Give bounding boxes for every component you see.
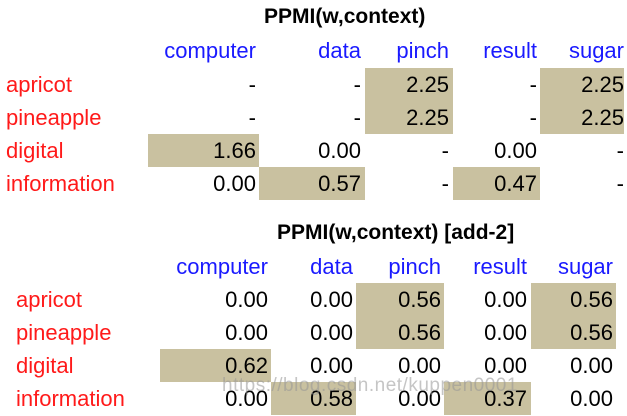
cell-digital-data: 0.00 (310, 353, 353, 378)
table1-title: PPMI(w,context) (264, 5, 426, 28)
cell-information-data: 0.58 (310, 386, 353, 411)
cell-pineapple-result: - (529, 105, 537, 130)
cell-pineapple-data: 0.00 (310, 320, 353, 345)
cell-information-pinch: 0.00 (398, 386, 441, 411)
shaded-cell-bg (259, 167, 365, 200)
shaded-cell-bg (540, 68, 624, 101)
row-header-pineapple: pineapple (6, 105, 102, 130)
column-header-pinch: pinch (396, 38, 449, 63)
cell-pineapple-pinch: 2.25 (406, 105, 449, 130)
column-header-result: result (473, 254, 527, 279)
cell-apricot-sugar: 2.25 (581, 72, 624, 97)
shaded-cell-bg (531, 283, 616, 316)
cell-apricot-computer: 0.00 (225, 287, 268, 312)
cell-digital-pinch: 0.00 (398, 353, 441, 378)
watermark-text: https://blog.csdn.net/kuppen0001 (222, 375, 518, 396)
column-header-data: data (318, 38, 361, 63)
column-header-computer: computer (176, 254, 268, 279)
column-header-sugar: sugar (557, 254, 613, 279)
cell-digital-pinch: - (441, 138, 449, 163)
cell-pineapple-computer: - (248, 105, 256, 130)
column-header-pinch: pinch (388, 254, 441, 279)
column-header-sugar: sugar (568, 38, 624, 63)
row-header-pineapple: pineapple (16, 320, 112, 345)
shaded-cell-bg (356, 316, 444, 349)
row-header-information: information (16, 386, 125, 411)
shaded-cell-bg (148, 134, 259, 167)
column-header-data: data (310, 254, 353, 279)
shaded-cell-bg (356, 283, 444, 316)
cell-pineapple-computer: 0.00 (225, 320, 268, 345)
cell-pineapple-sugar: 0.56 (570, 320, 613, 345)
cell-apricot-pinch: 0.56 (398, 287, 441, 312)
shaded-cell-bg (271, 382, 356, 415)
cell-pineapple-data: - (353, 105, 361, 130)
cell-pineapple-pinch: 0.56 (398, 320, 441, 345)
cell-digital-sugar: 0.00 (570, 353, 613, 378)
cell-digital-sugar: - (616, 138, 624, 163)
shaded-cell-bg (365, 101, 453, 134)
cell-apricot-data: - (353, 72, 361, 97)
table2-title: PPMI(w,context) [add-2] (277, 221, 515, 244)
row-header-digital: digital (6, 138, 64, 163)
cell-information-result: 0.47 (494, 171, 537, 196)
shaded-cell-bg (531, 316, 616, 349)
cell-digital-result: 0.00 (484, 353, 527, 378)
shaded-cell-bg (444, 382, 531, 415)
column-header-computer: computer (164, 38, 256, 63)
cell-information-sugar: 0.00 (570, 386, 613, 411)
shaded-cell-bg (540, 101, 624, 134)
shaded-cell-bg (160, 349, 271, 382)
column-header-result: result (483, 38, 537, 63)
cell-digital-computer: 0.62 (225, 353, 268, 378)
cell-digital-computer: 1.66 (213, 138, 256, 163)
row-header-apricot: apricot (6, 72, 73, 97)
cell-digital-result: 0.00 (494, 138, 537, 163)
cell-apricot-computer: - (248, 72, 256, 97)
cell-information-sugar: - (616, 171, 624, 196)
cell-apricot-pinch: 2.25 (406, 72, 449, 97)
row-header-apricot: apricot (16, 287, 83, 312)
row-header-digital: digital (16, 353, 74, 378)
cell-pineapple-result: 0.00 (484, 320, 527, 345)
cell-information-result: 0.37 (484, 386, 527, 411)
cell-apricot-result: 0.00 (484, 287, 527, 312)
cell-information-computer: 0.00 (225, 386, 268, 411)
cell-apricot-data: 0.00 (310, 287, 353, 312)
cell-digital-data: 0.00 (318, 138, 361, 163)
shaded-cell-bg (365, 68, 453, 101)
cell-apricot-sugar: 0.56 (570, 287, 613, 312)
row-header-information: information (6, 171, 115, 196)
cell-apricot-result: - (529, 72, 537, 97)
cell-pineapple-sugar: 2.25 (581, 105, 624, 130)
shaded-cell-bg (453, 167, 540, 200)
cell-information-computer: 0.00 (213, 171, 256, 196)
cell-information-pinch: - (441, 171, 449, 196)
cell-information-data: 0.57 (318, 171, 361, 196)
